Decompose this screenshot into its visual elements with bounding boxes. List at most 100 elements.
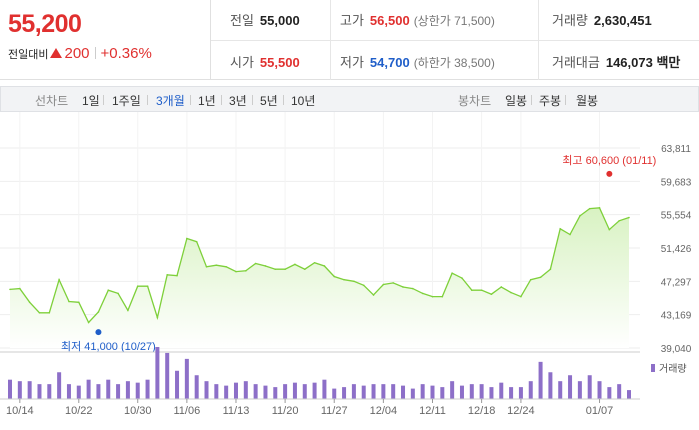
volume-bar [322,379,327,399]
price-point [19,287,21,290]
price-point [382,283,385,286]
x-axis: 10/14 10/22 10/30 11/06 11/13 11/20 11/27 12/04… [6,399,613,417]
volume-bar [66,384,71,399]
candle-chart-label: 봉차트 [458,94,492,108]
amount-stat: 거래대금 146,073 백만 [552,52,680,71]
price-point [9,288,11,291]
change-amount: 200 [64,45,90,62]
candle-daily[interactable]: 일봉 [505,94,528,108]
volume-bar [37,384,42,399]
x-tick-label: 11/13 [223,405,250,417]
price-point [490,293,493,296]
price-point [529,278,532,281]
y-tick-label: 47,297 [661,277,692,288]
price-point [303,268,306,270]
period-3y[interactable]: 3년 [229,94,247,108]
volume-bar [469,384,474,399]
volume-bar [627,390,631,399]
volume-bar [283,384,288,399]
price-point [195,240,198,243]
toolbar-divider [147,95,148,105]
volume-bar [175,370,180,399]
volume-bar [243,381,248,399]
volume-bar [57,372,62,399]
x-tick-label: 11/06 [173,405,200,417]
period-5y[interactable]: 5년 [260,94,278,108]
chart-annotations: 최고 60,600 (01/11) 최저 41,000 (10/27) [61,154,656,353]
period-1y[interactable]: 1년 [198,94,216,108]
volume-bar [233,382,238,399]
volume-bar [568,375,573,399]
period-3m[interactable]: 3개월 [156,94,185,108]
x-tick-label: 01/07 [586,405,614,417]
candle-monthly[interactable]: 월봉 [576,94,599,108]
price-point [392,282,394,284]
volume-bar [86,379,91,399]
x-tick-label: 10/30 [124,405,152,417]
x-tick-label: 10/14 [6,405,34,417]
price-point [294,263,296,266]
current-price: 55,200 [8,10,82,38]
price-point [107,289,110,291]
volume-bar [263,385,268,399]
price-point [254,262,257,265]
period-1d[interactable]: 1일 [82,94,100,108]
volume-bar [332,388,337,399]
y-tick-label: 39,040 [661,344,692,355]
volume-bar [617,384,622,399]
price-point [559,228,562,230]
price-point [205,265,208,268]
volume-bar [155,347,160,399]
volume-bar [597,381,602,399]
volume-bar [420,384,425,399]
price-point [264,265,267,267]
volume-bar [430,385,435,399]
price-point [569,233,571,236]
volume-bar [587,375,592,399]
volume-bar [391,384,396,399]
current-price-box: 55,200 전일대비 200 +0.36% [0,0,211,80]
volume-bar [302,384,307,399]
volume-bar [351,384,356,399]
candle-weekly[interactable]: 주봉 [539,94,562,108]
volume-value: 2,630,451 [593,13,652,28]
volume-bar [184,358,189,399]
y-tick-label: 43,169 [661,311,692,322]
volume-bar [8,379,12,399]
volume-bar [96,384,101,399]
price-point [372,294,375,296]
y-axis: 63,811 59,683 55,554 51,426 47,297 43,169 39,0… [661,144,692,355]
volume-bar [135,382,140,399]
price-point [284,268,286,270]
toolbar-divider [103,95,104,105]
toolbar-divider [252,95,253,105]
low-label: 저가 [340,55,364,70]
prev-close-stat: 전일 55,000 [230,10,300,29]
volume-bar [204,381,209,399]
price-point [628,216,630,219]
row-divider [211,40,699,41]
period-10y[interactable]: 10년 [291,94,316,108]
volume-bar [450,381,455,399]
volume-bar [371,384,376,399]
price-point [77,301,80,304]
open-label: 시가 [230,55,254,70]
volume-bar [253,384,258,399]
price-point [28,301,31,304]
volume-bar [528,381,533,399]
volume-bar [381,384,386,399]
change-percent: +0.36% [100,45,152,62]
volume-bar [27,381,32,399]
x-tick-label: 11/27 [321,405,348,417]
min-marker [95,329,102,336]
price-point [117,292,119,295]
volume-bar [342,387,347,399]
volume-bar [577,381,582,399]
low-stat: 저가 54,700 (하한가 38,500) [340,52,495,71]
price-point [549,268,552,270]
price-point [510,291,512,294]
price-point [500,286,503,288]
price-point [136,285,139,287]
price-point [156,316,159,319]
period-1w[interactable]: 1주일 [112,94,141,108]
